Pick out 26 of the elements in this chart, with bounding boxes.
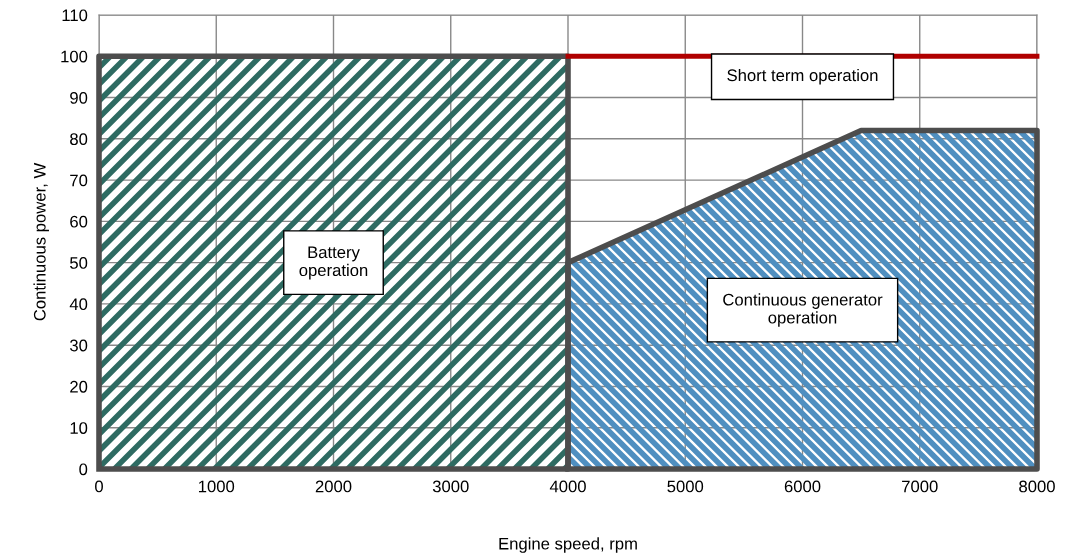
- x-tick-label: 4000: [549, 480, 586, 493]
- annotation: Continuous generator operation: [723, 293, 883, 327]
- x-tick-label: 7000: [902, 480, 938, 493]
- y-axis-title: Continuous power, W: [33, 162, 49, 321]
- x-tick-label: 6000: [784, 480, 821, 493]
- x-tick-label: 1000: [198, 480, 235, 493]
- annotation: Battery operation: [299, 246, 368, 280]
- y-tick-label: 10: [70, 422, 88, 434]
- y-tick-label: 30: [69, 339, 88, 352]
- y-tick-label: 70: [70, 174, 88, 187]
- y-tick-label: 110: [62, 9, 88, 22]
- y-tick-label: 80: [70, 133, 88, 146]
- x-tick-label: 0: [95, 480, 103, 493]
- x-tick-label: 2000: [315, 480, 352, 493]
- y-tick-label: 0: [79, 463, 88, 476]
- y-tick-label: 40: [69, 298, 88, 311]
- x-tick-label: 8000: [1019, 480, 1055, 493]
- y-tick-label: 90: [70, 91, 88, 104]
- y-tick-label: 50: [70, 257, 88, 269]
- y-tick-label: 100: [61, 50, 88, 63]
- y-tick-label: 60: [70, 215, 88, 228]
- x-tick-label: 3000: [432, 480, 469, 493]
- x-tick-label: 5000: [667, 480, 704, 493]
- annotation: Short term operation: [727, 68, 878, 85]
- x-axis-title: Engine speed, rpm: [499, 537, 637, 553]
- y-tick-label: 20: [70, 380, 88, 393]
